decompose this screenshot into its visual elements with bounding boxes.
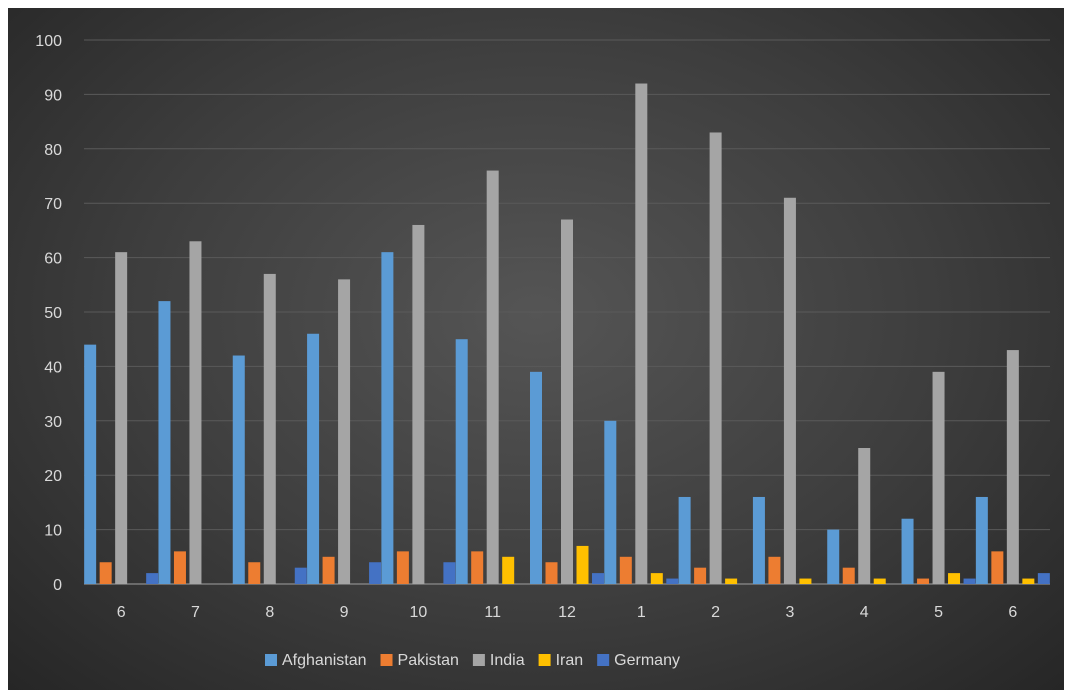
bar-india xyxy=(263,273,276,584)
bar-afghanistan xyxy=(678,496,691,584)
legend-label: India xyxy=(490,652,525,669)
y-axis-ticks: 0 10 20 30 40 50 60 70 80 90 100 xyxy=(35,33,62,594)
bar-pakistan xyxy=(471,551,484,584)
y-tick-label: 60 xyxy=(44,251,62,268)
bar-iran xyxy=(799,578,812,584)
bar-iran xyxy=(1022,578,1035,584)
x-tick-label: 11 xyxy=(484,604,501,621)
bar-iran xyxy=(502,556,515,584)
y-tick-label: 50 xyxy=(44,305,62,322)
x-tick-label: 10 xyxy=(409,604,427,621)
x-tick-label: 4 xyxy=(860,604,869,621)
bar-afghanistan xyxy=(307,333,320,584)
bar-pakistan xyxy=(842,567,855,584)
y-tick-label: 70 xyxy=(44,196,62,213)
bar-india xyxy=(189,241,202,584)
bar-pakistan xyxy=(619,556,632,584)
bar-afghanistan xyxy=(84,344,97,584)
bar-germany xyxy=(666,578,679,584)
bar-afghanistan xyxy=(827,529,840,584)
bars xyxy=(84,83,1050,585)
legend-swatch-iran xyxy=(538,654,551,666)
bar-germany xyxy=(146,573,159,584)
bar-germany xyxy=(592,573,604,584)
bar-afghanistan xyxy=(530,371,542,584)
bar-pakistan xyxy=(694,567,707,584)
legend-swatch-pakistan xyxy=(380,654,393,666)
bar-afghanistan xyxy=(975,496,988,584)
bar-pakistan xyxy=(768,556,781,584)
bar-afghanistan xyxy=(381,252,394,584)
legend-swatch-germany xyxy=(597,654,610,666)
legend: Afghanistan Pakistan India Iran Germany xyxy=(265,652,680,669)
bar-iran xyxy=(873,578,886,584)
x-tick-label: 3 xyxy=(785,604,794,621)
y-tick-label: 40 xyxy=(44,359,62,376)
bar-germany xyxy=(294,567,307,584)
y-tick-label: 0 xyxy=(53,577,62,594)
bar-iran xyxy=(725,578,738,584)
bar-india xyxy=(1006,350,1019,584)
x-axis-ticks: 6 7 8 9 10 11 12 1 2 3 4 5 6 xyxy=(117,604,1018,621)
bar-afghanistan xyxy=(604,420,617,584)
bar-germany xyxy=(963,578,976,584)
y-tick-label: 80 xyxy=(44,142,62,159)
legend-label: Germany xyxy=(614,652,680,669)
x-tick-label: 2 xyxy=(711,604,720,621)
bar-india xyxy=(932,371,945,584)
legend-label: Iran xyxy=(556,652,584,669)
x-tick-label: 9 xyxy=(340,604,349,621)
bar-afghanistan xyxy=(901,518,914,584)
bar-india xyxy=(338,279,351,584)
bar-afghanistan xyxy=(455,339,468,584)
y-tick-label: 20 xyxy=(44,468,62,485)
legend-label: Pakistan xyxy=(398,652,459,669)
x-tick-label: 7 xyxy=(191,604,200,621)
bar-germany xyxy=(443,562,456,584)
x-tick-label: 5 xyxy=(934,604,943,621)
bar-iran xyxy=(650,573,663,584)
legend-label: Afghanistan xyxy=(282,652,367,669)
bar-india xyxy=(709,132,722,585)
bar-germany xyxy=(1037,573,1050,584)
bar-india xyxy=(561,219,573,584)
bar-pakistan xyxy=(991,551,1004,584)
legend-swatch-india xyxy=(472,654,485,666)
bar-india xyxy=(783,197,796,584)
bar-pakistan xyxy=(173,551,186,584)
x-tick-label: 6 xyxy=(117,604,126,621)
bar-iran xyxy=(576,545,589,584)
bar-pakistan xyxy=(322,556,335,584)
bar-germany xyxy=(369,562,382,584)
x-tick-label: 8 xyxy=(265,604,274,621)
y-tick-label: 100 xyxy=(35,33,62,50)
x-tick-label: 12 xyxy=(558,604,576,621)
x-tick-label: 6 xyxy=(1008,604,1017,621)
bar-india xyxy=(635,83,648,585)
legend-swatch-afghanistan xyxy=(265,654,277,666)
y-tick-label: 30 xyxy=(44,414,62,431)
bar-pakistan xyxy=(396,551,409,584)
bar-pakistan xyxy=(99,562,112,584)
bar-afghanistan xyxy=(232,355,245,584)
bar-iran xyxy=(948,573,961,584)
bar-afghanistan xyxy=(158,301,171,584)
bar-pakistan xyxy=(248,562,261,584)
bar-india xyxy=(412,224,425,584)
bar-pakistan xyxy=(545,562,558,584)
bar-india xyxy=(858,448,871,584)
bar-india xyxy=(115,252,128,584)
bar-india xyxy=(486,170,499,584)
bar-pakistan xyxy=(917,578,930,584)
y-tick-label: 90 xyxy=(44,87,62,104)
y-tick-label: 10 xyxy=(44,523,62,540)
bar-afghanistan xyxy=(752,496,765,584)
x-tick-label: 1 xyxy=(637,604,646,621)
